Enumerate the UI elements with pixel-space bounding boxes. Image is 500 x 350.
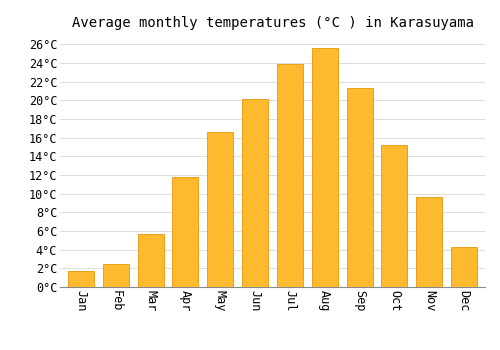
Bar	[207, 132, 234, 287]
Bar	[277, 64, 303, 287]
Bar	[382, 145, 407, 287]
Title: Average monthly temperatures (°C ) in Karasuyama: Average monthly temperatures (°C ) in Ka…	[72, 16, 473, 30]
Bar	[346, 88, 372, 287]
Bar	[451, 247, 477, 287]
Bar	[68, 271, 94, 287]
Bar	[242, 99, 268, 287]
Bar	[102, 264, 129, 287]
Bar	[416, 197, 442, 287]
Bar	[312, 48, 338, 287]
Bar	[138, 234, 164, 287]
Bar	[172, 177, 199, 287]
